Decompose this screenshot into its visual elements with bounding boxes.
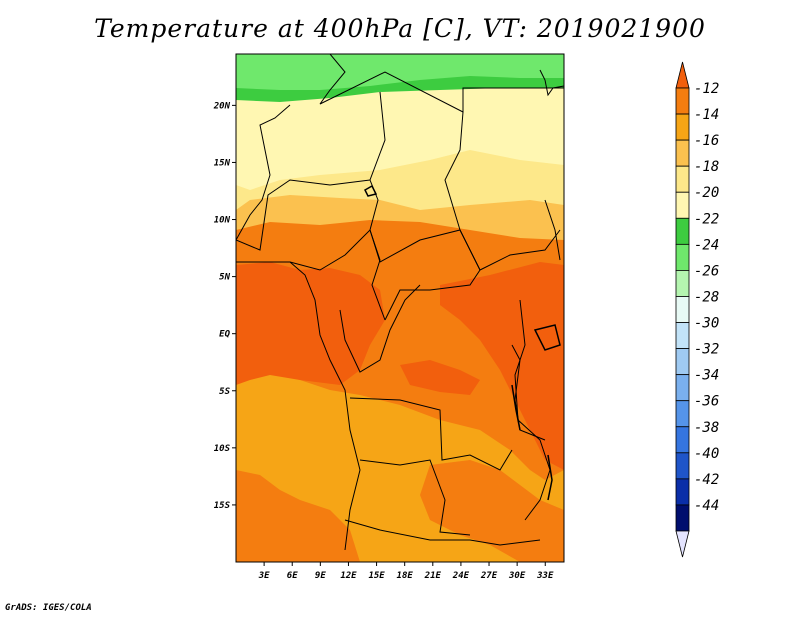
band-pale-yellow	[236, 85, 564, 190]
lake-malawi	[547, 454, 553, 501]
lat-tick-label: 10S	[214, 444, 231, 454]
lat-tick-label: 5N	[219, 273, 230, 283]
grads-credit: GrADS: IGES/COLA	[5, 603, 92, 613]
colorbar-box	[675, 139, 690, 167]
border-congo	[339, 284, 421, 373]
lon-tick-label: 15E	[368, 571, 385, 581]
temperature-field	[236, 54, 564, 562]
lat-tick-label: 10N	[214, 216, 231, 226]
lon-tick-label: 24E	[452, 571, 470, 581]
border-nile-east	[539, 69, 564, 97]
border-drc-south	[349, 397, 513, 471]
border-coast-gulf	[236, 261, 361, 551]
colorbar: -12 -14 -16 -18 -20 -22 -24 -26 -28 -30 -32 -34 -36 -…	[675, 61, 719, 558]
colorbar-label: -22	[694, 211, 719, 227]
colorbar-box	[675, 270, 690, 297]
lake-victoria	[533, 324, 561, 351]
colorbar-box	[675, 452, 690, 480]
colorbar-box	[675, 374, 690, 402]
colorbar-label: -18	[694, 159, 719, 175]
colorbar-label: -30	[694, 316, 719, 332]
colorbar-box	[675, 426, 690, 454]
colorbar-label: -20	[694, 185, 719, 201]
lon-tick-label: 21E	[424, 571, 442, 581]
lon-tick-label: 30E	[508, 571, 526, 581]
colorbar-box	[675, 165, 690, 193]
colorbar-label: -12	[694, 81, 719, 97]
colorbar-box	[675, 113, 690, 141]
colorbar-box	[675, 504, 690, 532]
lat-tick-label: 20N	[213, 101, 231, 111]
colorbar-box	[675, 243, 690, 271]
lon-tick-label: 18E	[397, 571, 414, 581]
colorbar-box	[675, 296, 690, 323]
map-title: Temperature at 400hPa [C], VT: 201902190…	[94, 14, 706, 43]
lon-tick-label: 9E	[315, 571, 326, 581]
lon-tick-label: 12E	[340, 571, 357, 581]
colorbar-box	[675, 191, 690, 219]
colorbar-label: -44	[694, 498, 719, 514]
border-libya-chad	[319, 54, 564, 113]
longitude-axis: 3E 6E 9E 12E 15E 18E 21E 24E 27E 30E 33E	[258, 562, 554, 581]
map-frame	[235, 53, 565, 563]
colorbar-box	[675, 400, 690, 428]
border-ethiopia	[544, 199, 561, 261]
lat-tick-label: EQ	[219, 330, 230, 340]
colorbar-label: -16	[694, 133, 719, 149]
patch-red-orange-central	[400, 360, 480, 395]
colorbar-label: -36	[694, 394, 719, 410]
patch-red-orange-southeast	[420, 460, 564, 562]
patch-red-orange-east	[440, 262, 564, 470]
colorbar-box	[675, 322, 690, 349]
colorbar-bottom-triangle	[675, 530, 690, 558]
lon-tick-label: 3E	[258, 571, 270, 581]
lon-tick-label: 6E	[287, 571, 298, 581]
latitude-axis: 20N 15N 10N 5N EQ 5S 10S 15S	[213, 101, 236, 511]
lon-tick-label: 27E	[480, 571, 498, 581]
colorbar-box	[675, 348, 690, 376]
patch-red-orange-west	[236, 262, 385, 385]
lakes	[364, 184, 561, 501]
border-sudan-south	[479, 229, 561, 271]
colorbar-label: -14	[694, 107, 719, 123]
lon-tick-label: 33E	[536, 571, 554, 581]
lat-tick-label: 5S	[219, 387, 230, 397]
colorbar-label: -32	[694, 342, 719, 358]
colorbar-label: -38	[694, 420, 719, 436]
border-cameroon	[289, 229, 386, 321]
border-angola-namibia	[344, 519, 541, 546]
band-light-green	[236, 54, 564, 90]
colorbar-box	[675, 87, 690, 115]
colorbar-top-triangle	[675, 61, 690, 89]
lat-tick-label: 15S	[214, 501, 231, 511]
border-east-africa	[514, 299, 551, 521]
colorbar-label: -40	[694, 446, 719, 462]
colorbar-label: -24	[694, 237, 719, 253]
colorbar-box	[675, 217, 690, 245]
lake-chad	[364, 184, 378, 197]
colorbar-label: -42	[694, 472, 719, 488]
colorbar-label: -28	[694, 289, 719, 305]
border-coast-west	[236, 104, 291, 241]
patch-red-orange-south	[236, 470, 360, 562]
colorbar-box	[675, 478, 690, 506]
border-nigeria	[236, 179, 371, 251]
colorbar-label: -26	[694, 263, 719, 279]
colorbar-label: -34	[694, 368, 719, 384]
border-car	[379, 229, 481, 321]
lake-tanganyika	[511, 384, 521, 431]
lat-tick-label: 15N	[214, 158, 231, 168]
border-angola-zambia	[359, 459, 471, 536]
